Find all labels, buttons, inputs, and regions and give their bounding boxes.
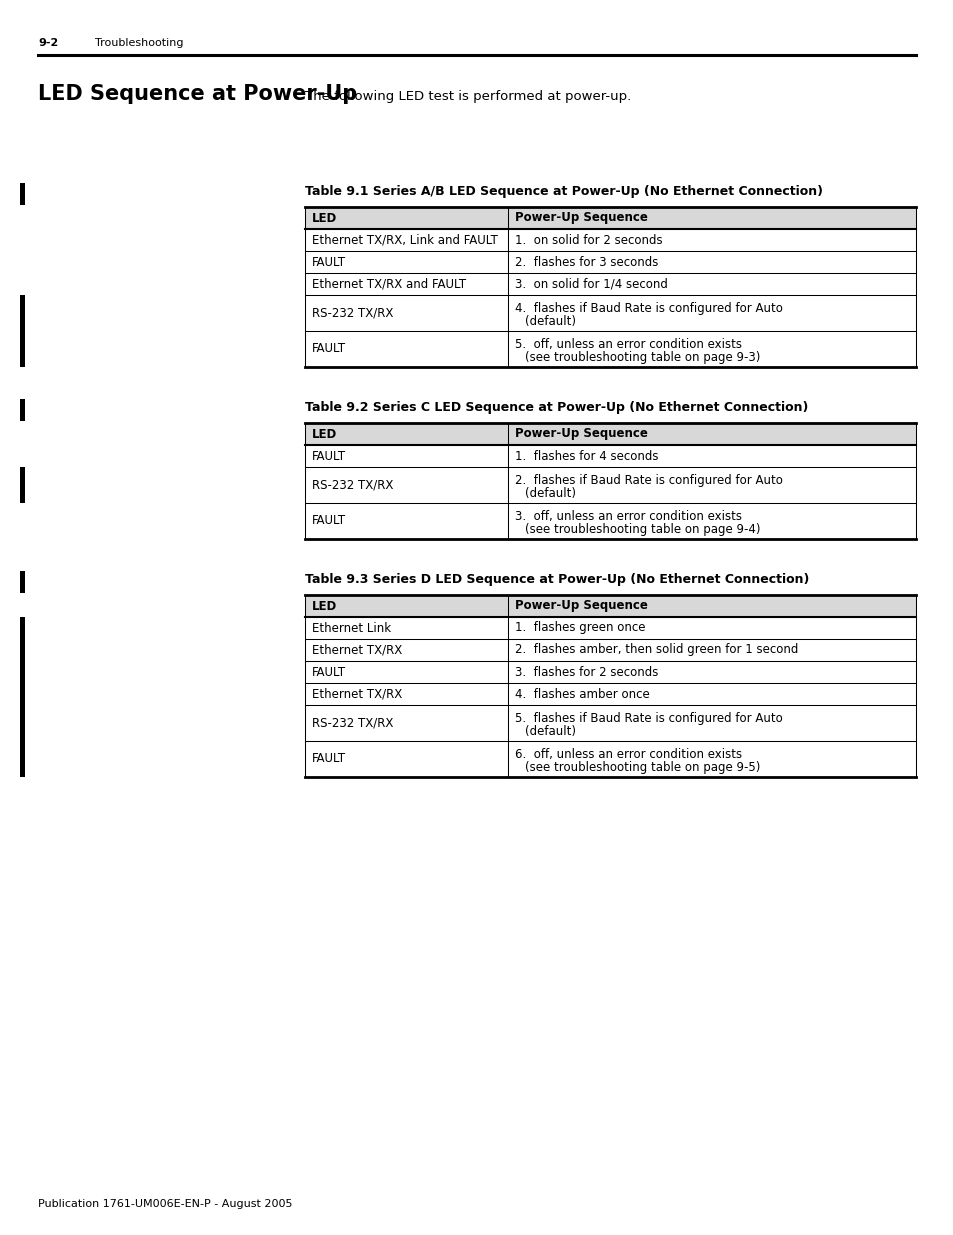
Text: 3.  flashes for 2 seconds: 3. flashes for 2 seconds xyxy=(515,666,658,678)
Text: 1.  flashes for 4 seconds: 1. flashes for 4 seconds xyxy=(515,450,658,462)
Text: LED: LED xyxy=(312,427,337,441)
Text: (default): (default) xyxy=(524,725,576,739)
Bar xyxy=(20,183,25,205)
Bar xyxy=(20,741,25,777)
Bar xyxy=(20,661,25,683)
Text: Ethernet TX/RX and FAULT: Ethernet TX/RX and FAULT xyxy=(312,278,466,290)
Text: Ethernet Link: Ethernet Link xyxy=(312,621,391,635)
Text: Troubleshooting: Troubleshooting xyxy=(95,38,183,48)
Text: RS-232 TX/RX: RS-232 TX/RX xyxy=(312,478,393,492)
Text: FAULT: FAULT xyxy=(312,752,346,766)
Bar xyxy=(20,399,25,421)
Text: Table 9.2 Series C LED Sequence at Power-Up (No Ethernet Connection): Table 9.2 Series C LED Sequence at Power… xyxy=(305,401,807,414)
Text: FAULT: FAULT xyxy=(312,666,346,678)
Text: Publication 1761-UM006E-EN-P - August 2005: Publication 1761-UM006E-EN-P - August 20… xyxy=(38,1199,293,1209)
Bar xyxy=(305,595,915,618)
Text: 6.  off, unless an error condition exists: 6. off, unless an error condition exists xyxy=(515,748,741,761)
Text: FAULT: FAULT xyxy=(312,450,346,462)
Text: FAULT: FAULT xyxy=(312,342,346,356)
Bar xyxy=(20,571,25,593)
Text: Table 9.1 Series A/B LED Sequence at Power-Up (No Ethernet Connection): Table 9.1 Series A/B LED Sequence at Pow… xyxy=(305,185,822,198)
Text: LED Sequence at Power-Up: LED Sequence at Power-Up xyxy=(38,84,356,104)
Text: Ethernet TX/RX: Ethernet TX/RX xyxy=(312,643,402,657)
Bar xyxy=(20,331,25,367)
Text: 2.  flashes if Baud Rate is configured for Auto: 2. flashes if Baud Rate is configured fo… xyxy=(515,474,782,487)
Bar xyxy=(305,424,915,445)
Text: Ethernet TX/RX, Link and FAULT: Ethernet TX/RX, Link and FAULT xyxy=(312,233,497,247)
Text: FAULT: FAULT xyxy=(312,256,346,268)
Text: 2.  flashes amber, then solid green for 1 second: 2. flashes amber, then solid green for 1… xyxy=(515,643,798,657)
Text: LED: LED xyxy=(312,599,337,613)
Bar xyxy=(20,638,25,661)
Text: Power-Up Sequence: Power-Up Sequence xyxy=(515,211,647,225)
Text: (default): (default) xyxy=(524,487,576,500)
Text: 4.  flashes if Baud Rate is configured for Auto: 4. flashes if Baud Rate is configured fo… xyxy=(515,303,782,315)
Text: FAULT: FAULT xyxy=(312,515,346,527)
Bar xyxy=(20,705,25,741)
Text: 3.  on solid for 1/4 second: 3. on solid for 1/4 second xyxy=(515,278,667,290)
Text: (see troubleshooting table on page 9-5): (see troubleshooting table on page 9-5) xyxy=(524,761,760,774)
Text: Table 9.3 Series D LED Sequence at Power-Up (No Ethernet Connection): Table 9.3 Series D LED Sequence at Power… xyxy=(305,573,808,585)
Text: 4.  flashes amber once: 4. flashes amber once xyxy=(515,688,649,700)
Text: 9-2: 9-2 xyxy=(38,38,58,48)
Text: (see troubleshooting table on page 9-3): (see troubleshooting table on page 9-3) xyxy=(524,351,760,364)
Text: The following LED test is performed at power-up.: The following LED test is performed at p… xyxy=(305,90,631,103)
Text: 5.  flashes if Baud Rate is configured for Auto: 5. flashes if Baud Rate is configured fo… xyxy=(515,713,781,725)
Text: RS-232 TX/RX: RS-232 TX/RX xyxy=(312,716,393,730)
Text: 1.  flashes green once: 1. flashes green once xyxy=(515,621,645,635)
Text: (see troubleshooting table on page 9-4): (see troubleshooting table on page 9-4) xyxy=(524,522,760,536)
Text: 2.  flashes for 3 seconds: 2. flashes for 3 seconds xyxy=(515,256,658,268)
Text: Power-Up Sequence: Power-Up Sequence xyxy=(515,427,647,441)
Text: (default): (default) xyxy=(524,315,576,329)
Text: 1.  on solid for 2 seconds: 1. on solid for 2 seconds xyxy=(515,233,662,247)
Bar xyxy=(305,207,915,228)
Bar xyxy=(20,683,25,705)
Bar xyxy=(20,618,25,638)
Text: 5.  off, unless an error condition exists: 5. off, unless an error condition exists xyxy=(515,338,741,351)
Text: Power-Up Sequence: Power-Up Sequence xyxy=(515,599,647,613)
Text: 3.  off, unless an error condition exists: 3. off, unless an error condition exists xyxy=(515,510,741,522)
Text: Ethernet TX/RX: Ethernet TX/RX xyxy=(312,688,402,700)
Bar xyxy=(20,467,25,503)
Text: LED: LED xyxy=(312,211,337,225)
Text: RS-232 TX/RX: RS-232 TX/RX xyxy=(312,306,393,320)
Bar xyxy=(20,295,25,331)
